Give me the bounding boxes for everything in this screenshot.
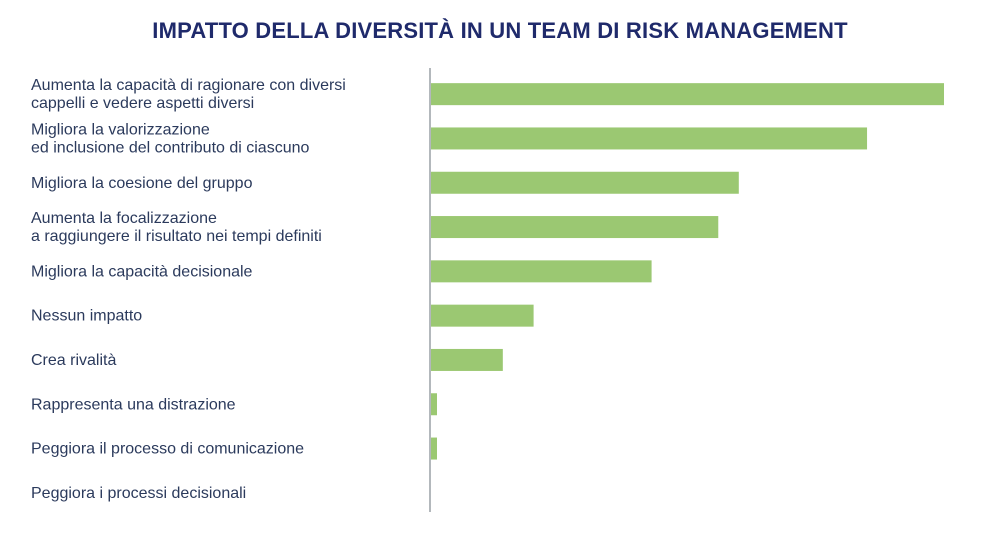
bar bbox=[431, 260, 652, 283]
category-label-line: Nessun impatto bbox=[31, 308, 142, 325]
chart-title: IMPATTO DELLA DIVERSITÀ IN UN TEAM DI RI… bbox=[152, 18, 848, 43]
category-label: Peggiora il processo di comunicazione bbox=[31, 441, 304, 458]
category-label: Crea rivalità bbox=[31, 352, 116, 369]
category-label-line: Migliora la coesione del gruppo bbox=[31, 175, 253, 192]
bar bbox=[431, 216, 719, 239]
bar bbox=[431, 304, 534, 327]
category-label: Migliora la coesione del gruppo bbox=[31, 175, 253, 192]
category-label: Migliora la capacità decisionale bbox=[31, 263, 253, 280]
category-label: Nessun impatto bbox=[31, 308, 142, 325]
category-label-line: Peggiora i processi decisionali bbox=[31, 485, 246, 502]
category-label: Aumenta la focalizzazione a raggiungere i… bbox=[31, 210, 322, 245]
category-label-line: a raggiungere il risultato nei tempi def… bbox=[31, 228, 322, 245]
category-label-line: ed inclusione del contributo di ciascuno bbox=[31, 139, 310, 156]
category-label: Peggiora i processi decisionali bbox=[31, 485, 246, 502]
bar bbox=[431, 393, 437, 416]
category-label-line: Aumenta la focalizzazione bbox=[31, 210, 217, 227]
category-label-line: Migliora la capacità decisionale bbox=[31, 263, 253, 280]
category-label-line: cappelli e vedere aspetti diversi bbox=[31, 95, 254, 112]
bar bbox=[431, 171, 739, 194]
category-label: Rappresenta una distrazione bbox=[31, 396, 236, 413]
category-label-line: Crea rivalità bbox=[31, 352, 116, 369]
bar bbox=[431, 127, 868, 150]
category-label: Migliora la valorizzazione ed inclusione … bbox=[31, 121, 310, 156]
category-label-line: Aumenta la capacità di ragionare con div… bbox=[31, 77, 346, 94]
category-label-line: Migliora la valorizzazione bbox=[31, 121, 210, 138]
bar bbox=[431, 83, 944, 106]
category-label-line: Rappresenta una distrazione bbox=[31, 396, 236, 413]
category-label-line: Peggiora il processo di comunicazione bbox=[31, 441, 304, 458]
bar bbox=[431, 437, 437, 460]
bar bbox=[431, 348, 503, 371]
category-label: Aumenta la capacità di ragionare con div… bbox=[31, 77, 346, 112]
